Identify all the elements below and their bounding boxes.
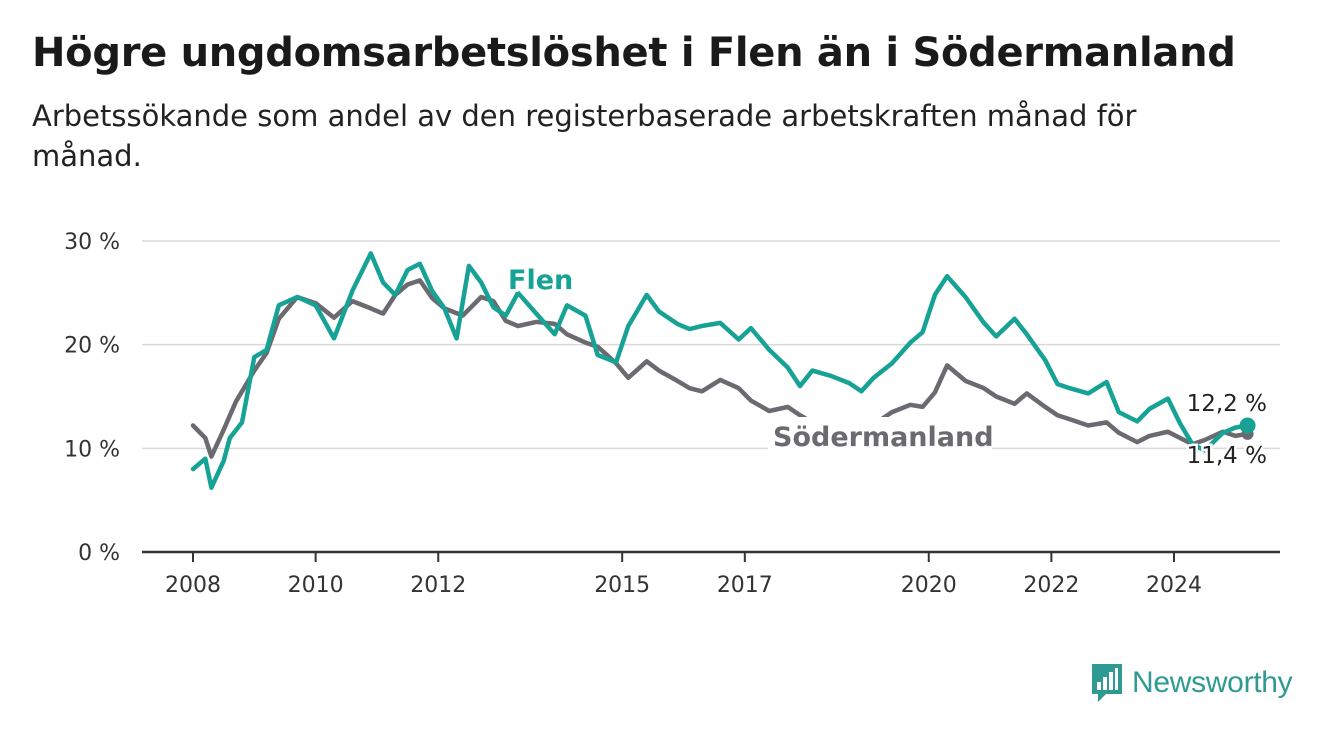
y-tick-label: 30 % xyxy=(64,230,120,255)
chart-title: Högre ungdomsarbetslöshet i Flen än i Sö… xyxy=(32,30,1236,76)
series-line-sodermanland xyxy=(190,278,1250,459)
series-label-flen: Flen xyxy=(508,265,573,296)
grid-lines xyxy=(142,240,1280,450)
series-line-flen xyxy=(190,251,1250,490)
x-tick-label: 2008 xyxy=(165,573,221,598)
series-label-sodermanland: Södermanland xyxy=(773,422,994,453)
x-tick-label: 2015 xyxy=(594,573,650,598)
chart-subtitle: Arbetssökande som andel av den registerb… xyxy=(32,99,1137,173)
newsworthy-logo-icon xyxy=(1092,664,1122,702)
x-tick-label: 2012 xyxy=(410,573,466,598)
x-axis-ticks: 2008 2010 2012 2015 2017 2020 2022 2024 xyxy=(165,552,1202,598)
end-label-sodermanland: 11,4 % xyxy=(1187,443,1267,469)
series-label-background xyxy=(768,417,992,457)
x-tick-label: 2024 xyxy=(1146,573,1202,598)
y-tick-label: 0 % xyxy=(78,541,120,566)
x-tick-label: 2022 xyxy=(1023,573,1079,598)
series-lines xyxy=(190,251,1256,490)
end-label-flen: 12,2 % xyxy=(1187,391,1267,417)
end-point-flen xyxy=(1239,417,1256,434)
y-tick-label: 10 % xyxy=(64,437,120,462)
y-tick-label: 20 % xyxy=(64,334,120,359)
series-labels: Flen Södermanland 12,2 % 11,4 % xyxy=(505,262,1270,472)
x-tick-label: 2020 xyxy=(901,573,957,598)
newsworthy-logo-text: Newsworthy xyxy=(1132,666,1293,699)
x-tick-label: 2017 xyxy=(717,573,773,598)
y-axis-ticks: 0 % 10 % 20 % 30 % xyxy=(64,230,120,566)
newsworthy-logo: Newsworthy xyxy=(1090,662,1293,704)
x-tick-label: 2010 xyxy=(288,573,344,598)
